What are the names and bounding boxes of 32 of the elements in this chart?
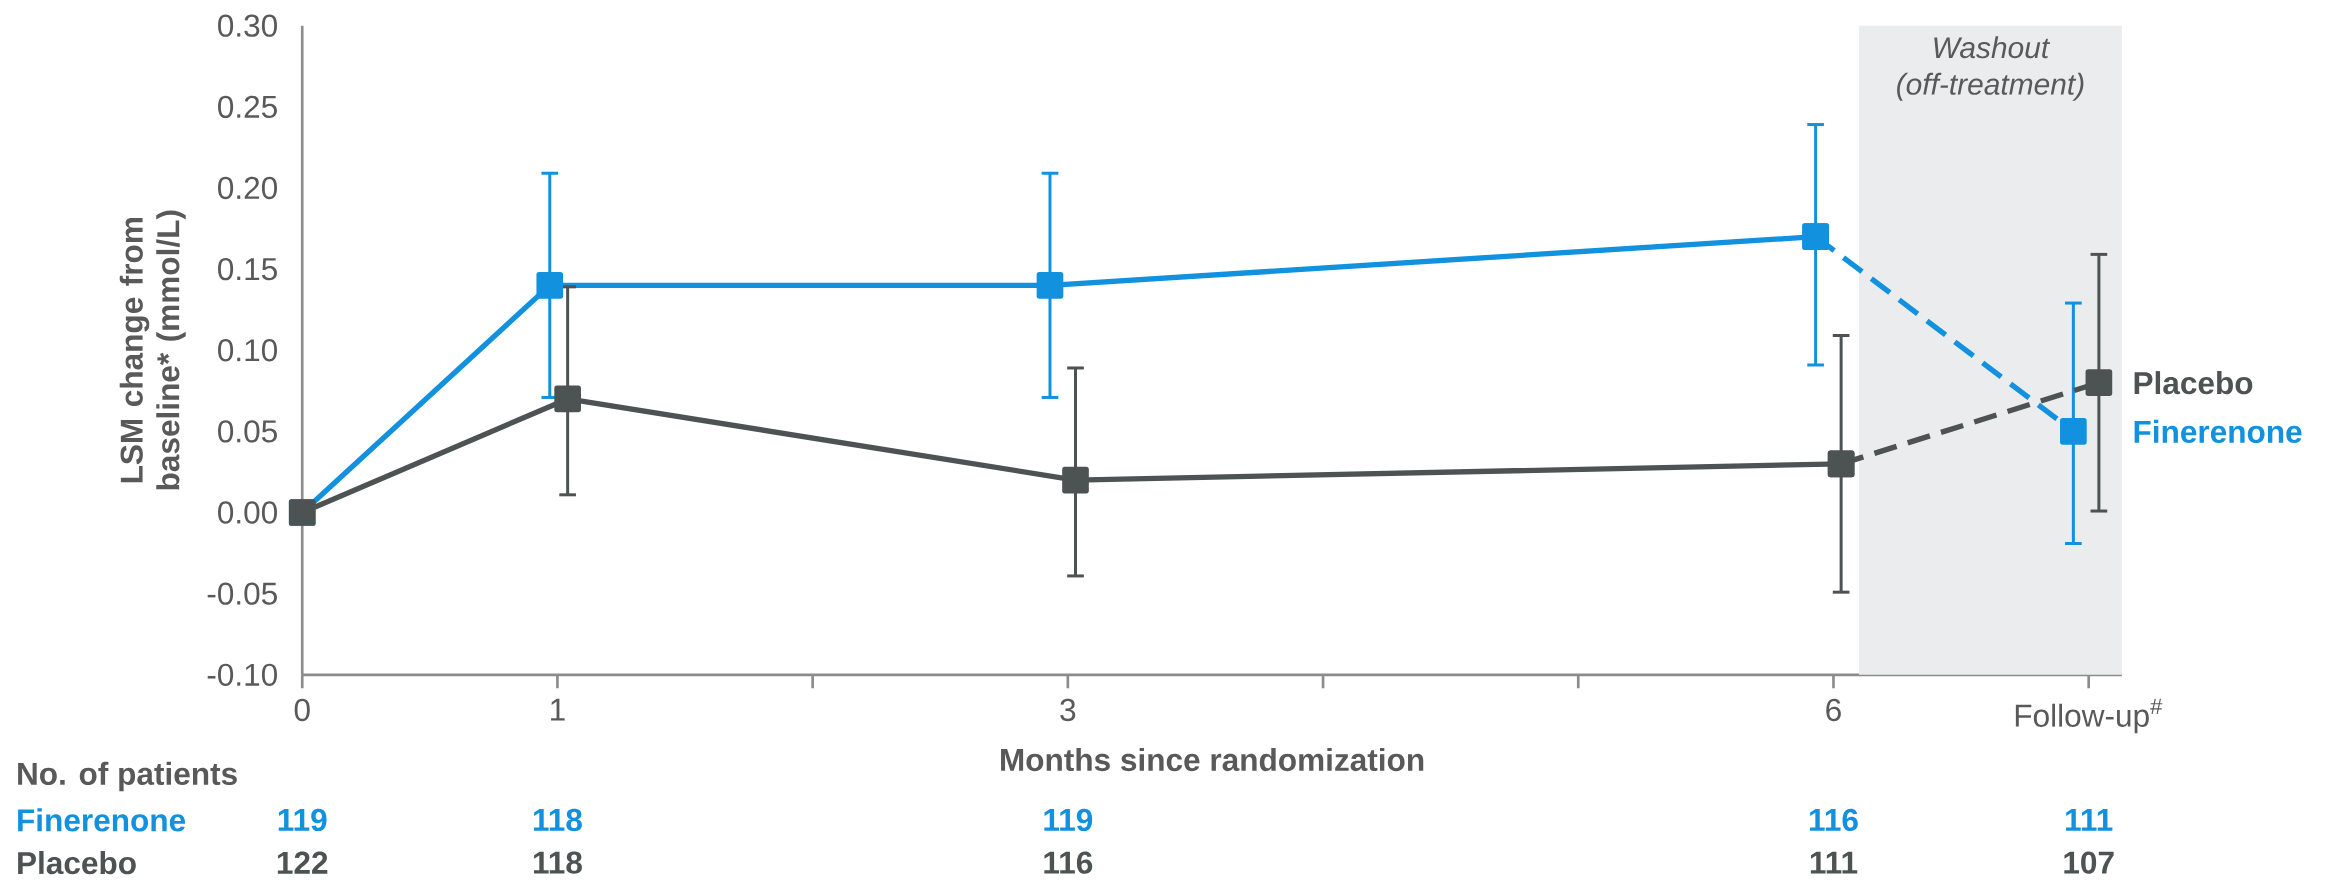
text: 118 — [533, 808, 582, 832]
x-axis-title: Months since randomization — [1001, 747, 1424, 772]
y-tick-label: 0.05 — [218, 420, 277, 443]
text: Finerenone — [18, 808, 186, 832]
y-tick-label: 0.15 — [218, 257, 277, 281]
x-tick-label: Follow-up$^{#}$ — [2015, 698, 2163, 734]
y-tick-label: 0.10 — [218, 339, 277, 362]
y-tick-label: -0.05 — [207, 582, 277, 605]
y-tick-label: 0.25 — [218, 95, 277, 119]
text: 111 — [1810, 851, 1858, 874]
series-label: Placebo — [2134, 371, 2253, 395]
y-tick-label: -0.10 — [207, 663, 277, 686]
text: 119 — [1044, 808, 1093, 832]
y-axis-title: LSM change from baseline* (mmol/L) — [119, 210, 186, 490]
text: 111 — [2066, 809, 2113, 831]
y-tick-label: 0.00 — [218, 501, 277, 524]
y-tick-label: 0.30 — [218, 14, 277, 37]
text: No. of patients — [18, 761, 237, 792]
series-label: Finerenone — [2134, 419, 2302, 443]
text: 107 — [2064, 851, 2114, 874]
band-label: Washout (off-treatment) — [1897, 36, 2084, 101]
text: Placebo — [18, 851, 136, 875]
x-tick-label: 0 — [294, 698, 310, 722]
text: 122 — [277, 851, 328, 874]
text: 119 — [278, 808, 327, 832]
x-tick-label: 3 — [1060, 698, 1076, 722]
text: 118 — [533, 851, 582, 874]
text: 116 — [1809, 808, 1858, 832]
x-tick-label: 1 — [551, 698, 565, 721]
x-tick-label: 6 — [1826, 698, 1841, 722]
text: 116 — [1044, 851, 1093, 874]
y-tick-label: 0.20 — [218, 176, 277, 200]
